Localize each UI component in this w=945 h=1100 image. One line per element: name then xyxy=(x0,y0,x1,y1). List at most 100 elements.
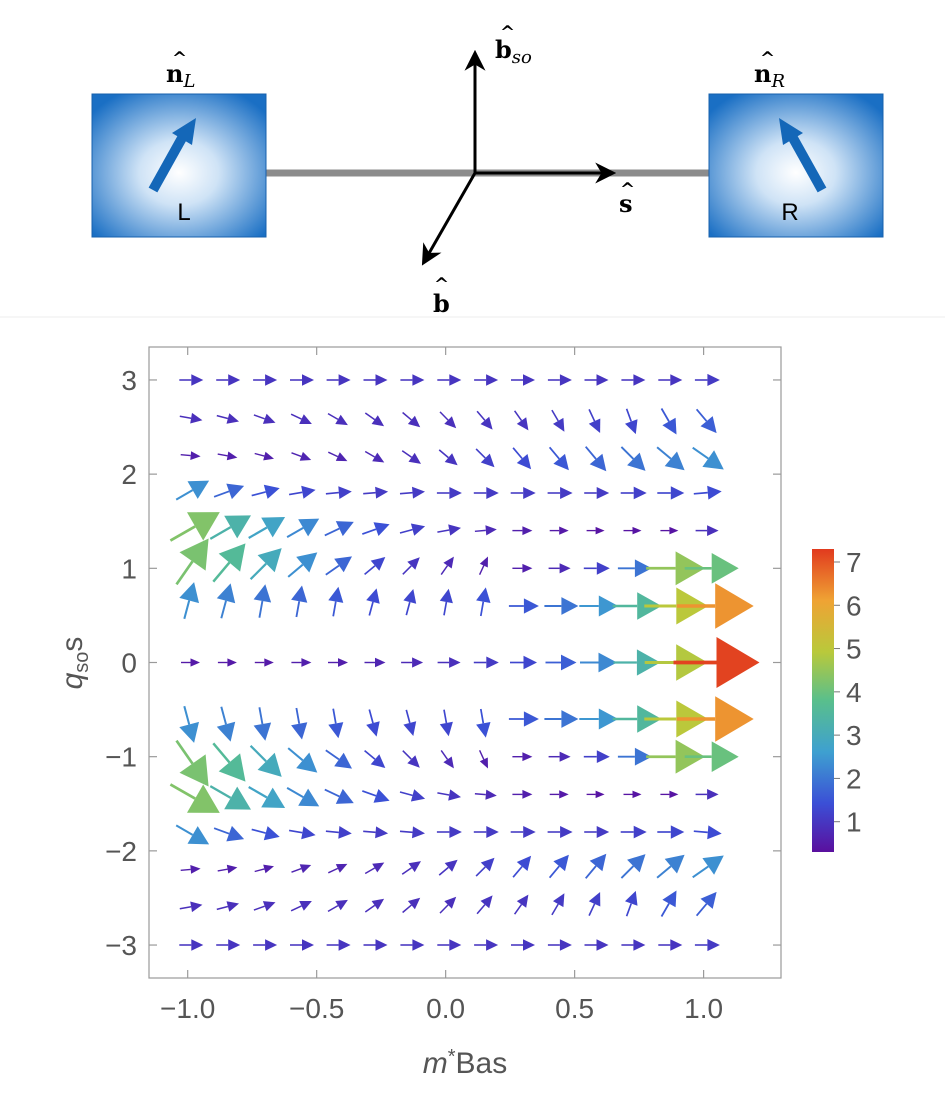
vector-arrow-head xyxy=(670,825,685,839)
vector-arrow xyxy=(216,901,239,912)
vector-arrow xyxy=(475,857,495,877)
vector-arrow-shaft xyxy=(325,491,339,495)
vector-arrow-head xyxy=(261,517,286,538)
vector-arrow xyxy=(510,826,536,838)
b-axis xyxy=(421,172,477,266)
vector-arrow-shaft xyxy=(439,411,449,421)
vector-arrow xyxy=(473,656,499,669)
vector-arrow-head xyxy=(372,452,385,463)
vector-arrow-shaft xyxy=(258,600,264,618)
vector-arrow xyxy=(508,711,539,727)
vector-arrow xyxy=(695,891,717,917)
vector-arrow-head xyxy=(263,864,274,874)
vector-arrow-head xyxy=(226,483,245,500)
vector-arrow xyxy=(254,864,274,874)
vector-arrow xyxy=(366,588,380,616)
vector-arrow xyxy=(549,790,569,799)
x-tick-label: −1.0 xyxy=(160,993,215,1024)
vector-arrow-head xyxy=(553,453,569,471)
vector-arrow-shaft xyxy=(478,750,485,760)
vector-arrow-head xyxy=(522,563,533,573)
vector-arrow-shaft xyxy=(287,563,304,578)
s-label: s xyxy=(619,189,633,218)
vector-arrow-shaft xyxy=(364,867,376,875)
vector-arrow-shaft xyxy=(258,707,264,725)
vector-arrow-head xyxy=(598,652,617,673)
vector-arrow xyxy=(551,893,565,916)
vector-arrow xyxy=(548,854,569,879)
vector-arrow xyxy=(547,826,573,838)
vector-arrow-shaft xyxy=(209,785,232,799)
vector-arrow xyxy=(436,826,462,838)
y-tick-label: 3 xyxy=(121,365,137,396)
vector-arrow-head xyxy=(298,518,320,537)
vector-arrow-shaft xyxy=(693,491,708,495)
vector-arrow xyxy=(548,563,571,574)
vector-arrow-head xyxy=(486,374,499,386)
vector-arrow-head xyxy=(486,826,499,838)
vector-arrow-shaft xyxy=(363,830,376,834)
vector-arrow xyxy=(251,826,280,841)
vector-arrow-head xyxy=(480,895,493,909)
vector-arrow xyxy=(217,451,238,461)
vector-arrow xyxy=(474,939,499,951)
vector-arrow-head xyxy=(412,826,425,839)
vector-arrow xyxy=(400,374,425,386)
vector-arrow-shaft xyxy=(183,705,191,725)
vector-arrow-head xyxy=(299,414,312,424)
vector-arrow xyxy=(625,890,638,917)
vector-arrow-shaft xyxy=(660,903,670,917)
vector-arrow-shaft xyxy=(402,750,412,760)
vector-arrow-shaft xyxy=(479,708,485,724)
vector-arrow-head xyxy=(444,453,458,466)
vector-arrow xyxy=(437,657,461,668)
vector-arrow-shaft xyxy=(332,708,337,724)
vector-arrow-head xyxy=(190,412,203,424)
vector-arrow-head xyxy=(412,657,424,668)
vector-arrow xyxy=(209,515,251,540)
vector-arrow xyxy=(253,707,272,741)
vector-arrow-head xyxy=(522,789,533,799)
vector-arrow xyxy=(328,708,344,739)
vector-arrow-head xyxy=(632,526,642,535)
vector-arrow xyxy=(586,790,605,799)
vector-arrow-shaft xyxy=(364,412,376,421)
vector-arrow xyxy=(364,557,386,576)
vector-arrow-head xyxy=(263,451,274,461)
vector-arrow-shaft xyxy=(695,903,708,917)
vector-arrow-head xyxy=(187,480,210,499)
vector-arrow xyxy=(400,939,425,951)
vector-arrow-head xyxy=(372,862,385,873)
vector-arrow xyxy=(476,895,493,915)
vector-arrow-head xyxy=(633,374,646,386)
vector-arrow xyxy=(254,658,274,667)
vector-arrow-shaft xyxy=(402,565,412,575)
vector-arrow-shaft xyxy=(364,904,376,913)
vector-arrow-head xyxy=(190,901,203,913)
vector-arrow-head xyxy=(335,863,348,873)
vector-arrow-head xyxy=(633,939,646,951)
vector-arrow xyxy=(510,655,537,670)
vector-arrow-shaft xyxy=(220,706,227,725)
vector-arrow-head xyxy=(625,419,638,435)
vector-arrow xyxy=(695,525,719,536)
vector-arrow-head xyxy=(262,901,276,912)
vector-arrow-shaft xyxy=(332,601,337,617)
x-tick-label: 0.0 xyxy=(426,993,465,1024)
vector-arrow-shaft xyxy=(251,491,266,497)
vector-arrow-head xyxy=(707,373,720,386)
colorbar-tick-label: 5 xyxy=(846,634,862,665)
vector-arrow-head xyxy=(228,374,241,386)
y-tick-label: 1 xyxy=(121,553,137,584)
vector-arrow-shaft xyxy=(402,411,412,421)
vector-arrow-head xyxy=(328,586,344,603)
vector-arrow-shaft xyxy=(363,491,376,495)
vector-arrow xyxy=(684,741,739,772)
vector-arrow xyxy=(216,706,236,742)
vector-arrow-head xyxy=(190,451,201,460)
vector-arrow xyxy=(508,598,539,614)
vector-arrow xyxy=(253,939,278,951)
vector-arrow-shaft xyxy=(216,905,229,911)
vector-arrow-shaft xyxy=(213,827,230,835)
vector-arrow xyxy=(684,553,739,584)
